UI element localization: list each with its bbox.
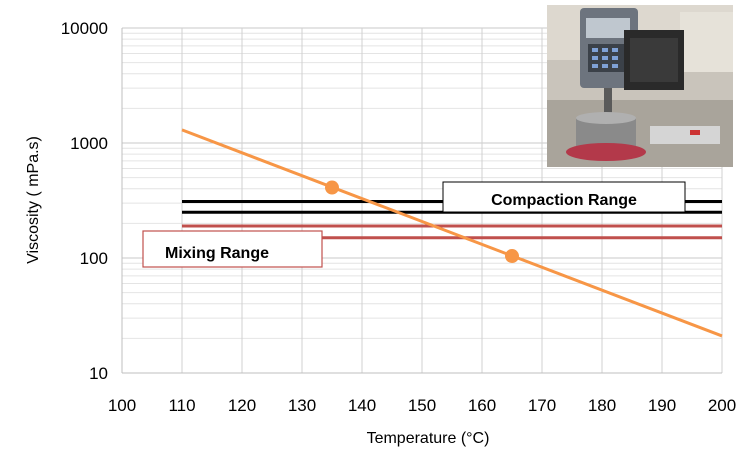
y-tick-label: 1000 xyxy=(70,134,108,153)
x-tick-label: 150 xyxy=(408,396,436,415)
y-tick-label: 100 xyxy=(80,249,108,268)
y-tick-label: 10 xyxy=(89,364,108,383)
x-tick-label: 180 xyxy=(588,396,616,415)
compaction-range-label: Compaction Range xyxy=(491,192,637,209)
y-tick-label: 10000 xyxy=(61,19,108,38)
data-point xyxy=(505,249,519,264)
series-line xyxy=(181,128,723,338)
x-tick-label: 100 xyxy=(108,396,136,415)
y-tick-labels: 10 100 1000 10000 xyxy=(61,19,108,383)
x-tick-label: 130 xyxy=(288,396,316,415)
x-tick-label: 170 xyxy=(528,396,556,415)
x-tick-label: 140 xyxy=(348,396,376,415)
data-point xyxy=(325,180,339,195)
series-layer xyxy=(181,128,723,338)
range-labels: Compaction Range Mixing Range xyxy=(142,181,686,268)
y-axis-title: Viscosity ( mPa.s) xyxy=(25,136,42,264)
x-tick-label: 120 xyxy=(228,396,256,415)
x-tick-labels: 100 110 120 130 140 150 160 170 180 190 200 xyxy=(108,396,736,415)
x-tick-label: 160 xyxy=(468,396,496,415)
x-tick-label: 190 xyxy=(648,396,676,415)
x-axis-title: Temperature (°C) xyxy=(367,430,490,447)
x-tick-label: 200 xyxy=(708,396,736,415)
x-tick-label: 110 xyxy=(168,396,195,415)
viscometer-photo xyxy=(547,5,733,167)
mixing-range-label: Mixing Range xyxy=(165,245,269,262)
